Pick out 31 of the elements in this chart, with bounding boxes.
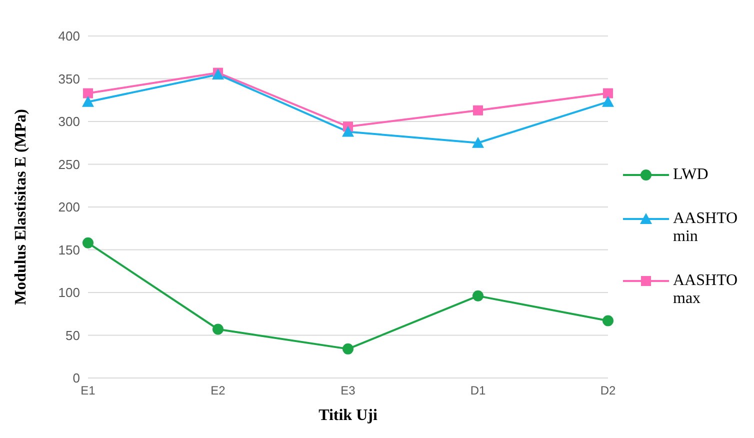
y-axis-title: Modulus Elastisitas E (MPa) [12, 108, 30, 306]
point [472, 136, 484, 148]
y-tick-label: 50 [66, 328, 80, 343]
point [342, 126, 354, 137]
point [342, 343, 354, 354]
point [602, 96, 614, 107]
point [603, 88, 613, 98]
point [602, 315, 614, 326]
legend-label: AASHTO min [673, 210, 739, 246]
legend-label: AASHTO max [673, 272, 739, 308]
x-tick-label: D2 [600, 384, 616, 398]
y-tick-label: 300 [58, 114, 80, 130]
y-tick-label: 200 [58, 200, 80, 215]
y-tick-label: 250 [58, 156, 80, 172]
x-tick-label: E1 [80, 384, 96, 398]
x-tick-label: E2 [210, 384, 226, 398]
y-tick-label: 100 [58, 285, 80, 300]
point [473, 105, 483, 116]
y-tick-label: 0 [72, 370, 80, 386]
point [82, 96, 94, 107]
point [83, 88, 93, 98]
legend-label: LWD [673, 166, 708, 184]
point [212, 324, 224, 335]
point [82, 237, 94, 248]
y-tick-label: 150 [58, 242, 80, 258]
x-axis-title: Titik Uji [318, 407, 378, 424]
y-tick-label: 400 [58, 28, 80, 44]
x-tick-label: D1 [470, 384, 486, 398]
point [472, 290, 484, 302]
y-tick-label: 350 [58, 71, 80, 86]
x-tick-label: E3 [340, 384, 356, 398]
